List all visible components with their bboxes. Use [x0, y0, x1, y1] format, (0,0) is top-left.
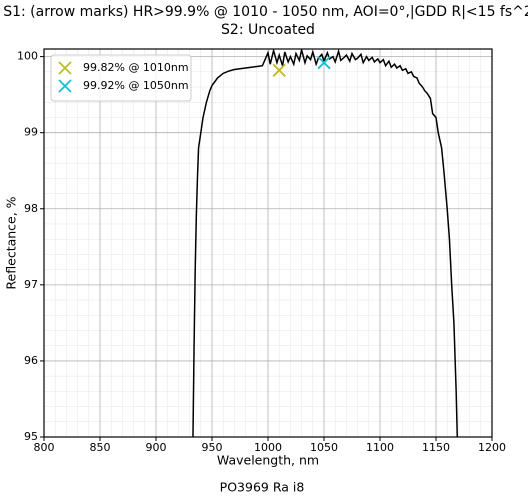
- x-tick-label: 1200: [478, 441, 506, 454]
- legend-label: 99.92% @ 1050nm: [83, 79, 189, 92]
- marker-cross: [58, 79, 72, 93]
- marker: [317, 56, 331, 70]
- legend-box: [50, 54, 192, 102]
- marker-cross: [272, 63, 286, 77]
- y-tick-label: 96: [24, 354, 38, 367]
- grid: [43, 49, 493, 438]
- x-tick-label: 1000: [254, 441, 282, 454]
- y-axis-label: Reflectance, %: [4, 196, 19, 289]
- y-tick-label: 99: [24, 126, 38, 139]
- y-tick-label: 97: [24, 278, 38, 291]
- marker: [58, 79, 72, 93]
- x-tick-label: 850: [90, 441, 111, 454]
- y-tick-label: 98: [24, 202, 38, 215]
- marker: [58, 61, 72, 75]
- chart-title: S1: (arrow marks) HR>99.9% @ 1010 - 1050…: [3, 4, 528, 20]
- marker-cross: [58, 61, 72, 75]
- x-axis-label: Wavelength, nm: [217, 453, 319, 468]
- footer: PO3969 Ra i8: [220, 480, 305, 495]
- y-tick-label: 95: [24, 430, 38, 443]
- x-tick-label: 1050: [310, 441, 338, 454]
- x-tick-label: 800: [34, 441, 55, 454]
- y-tick-label: 100: [17, 50, 38, 63]
- plot: [192, 49, 459, 437]
- legend: 99.82% @ 1010nm 99.92% @ 1050nm: [50, 54, 192, 102]
- marker: [272, 63, 286, 77]
- chart-subtitle: S2: Uncoated: [221, 22, 315, 38]
- x-tick-label: 1150: [422, 441, 450, 454]
- x-tick-label: 900: [146, 441, 167, 454]
- marker-cross: [317, 56, 331, 70]
- data-line: [192, 49, 459, 437]
- x-tick-label: 1100: [366, 441, 394, 454]
- x-tick-label: 950: [202, 441, 223, 454]
- legend-label: 99.82% @ 1010nm: [83, 61, 189, 74]
